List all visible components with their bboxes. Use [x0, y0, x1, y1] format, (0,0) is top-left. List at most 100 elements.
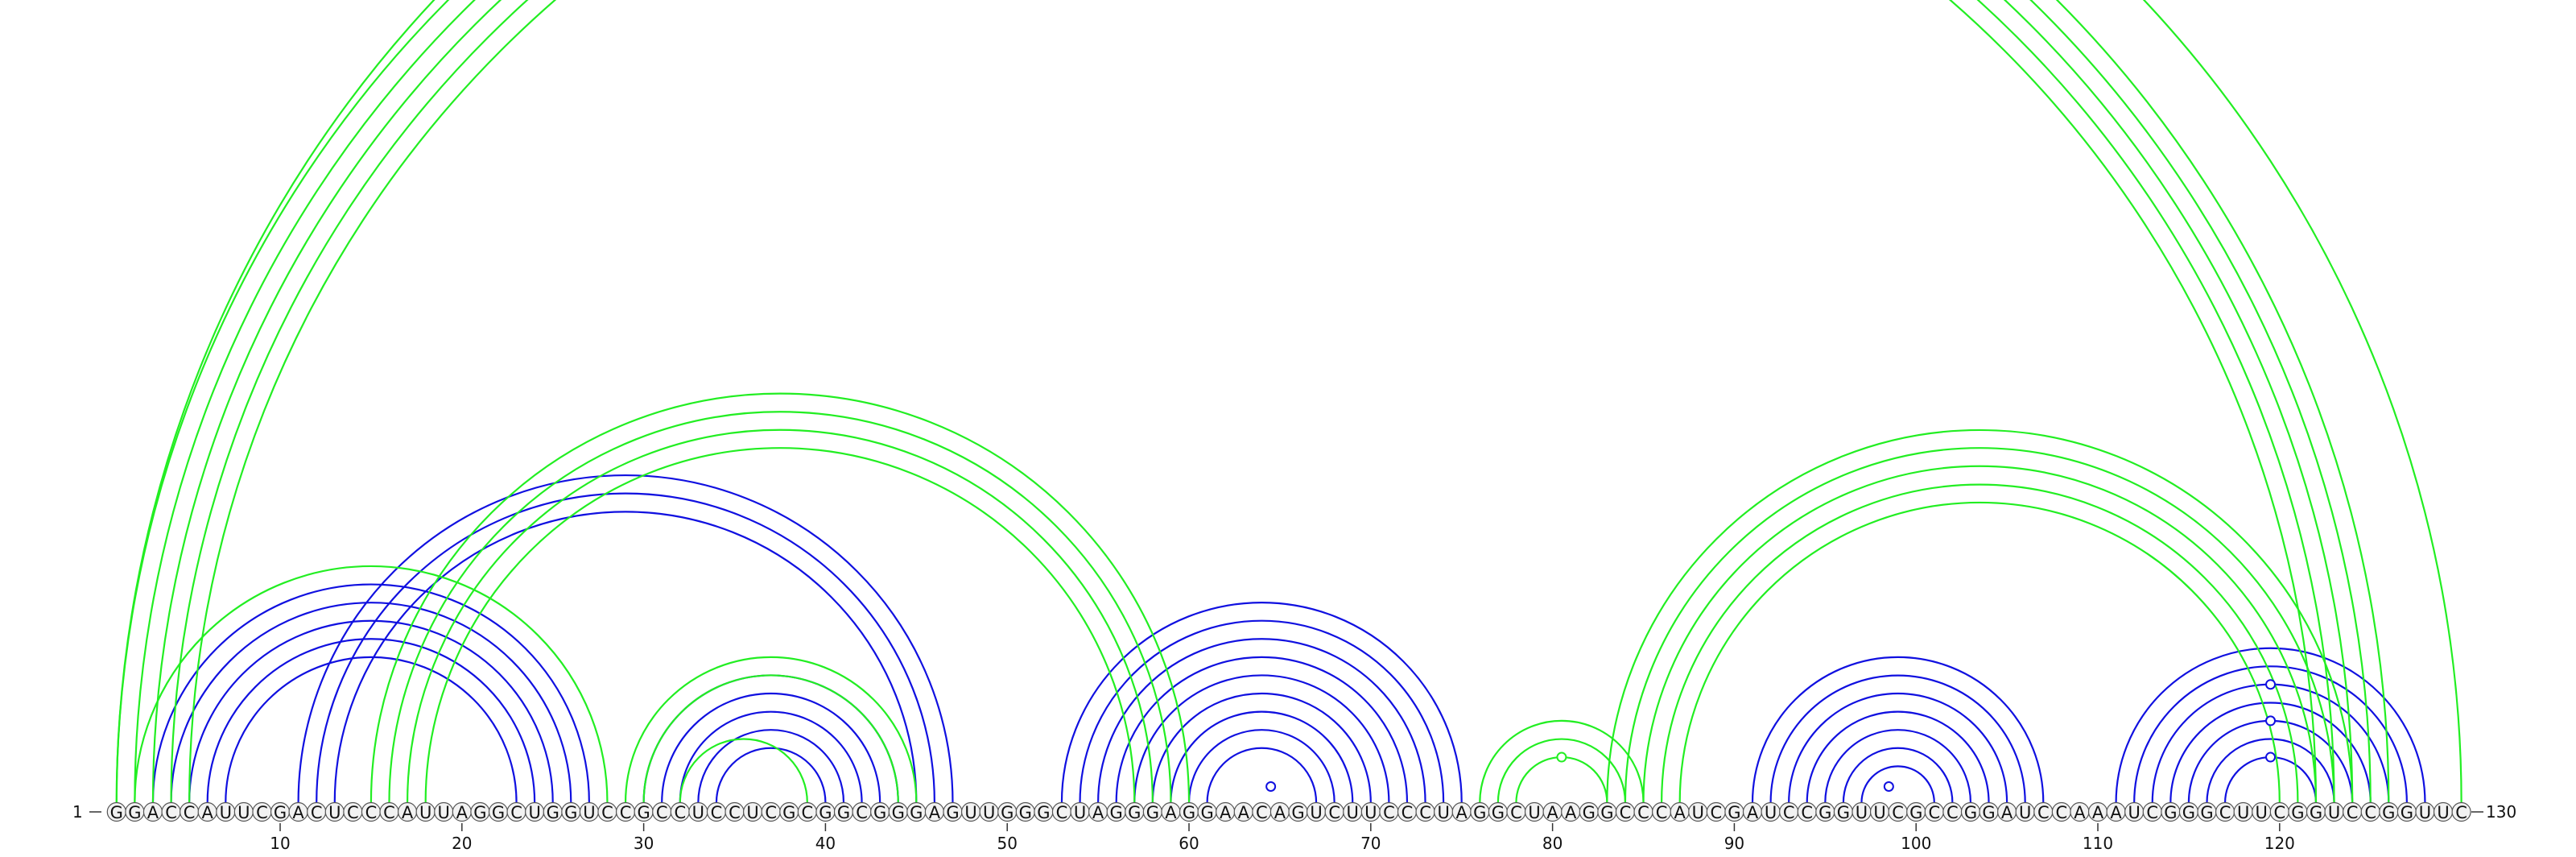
pair-arc: [1624, 447, 2335, 803]
nucleotide-letter: G: [1982, 803, 1995, 822]
nucleotide-letter: U: [1873, 803, 1885, 822]
nucleotide: A: [1451, 801, 1472, 822]
nucleotide: G: [543, 801, 563, 822]
pair-arc: [134, 565, 609, 803]
loop-marker: [1556, 751, 1567, 763]
nucleotide-letter: G: [564, 803, 577, 822]
nucleotide: C: [1633, 801, 1653, 822]
nucleotide-letter: U: [1074, 803, 1086, 822]
pair-arc: [1842, 747, 1954, 803]
nucleotide-letter: G: [1728, 803, 1740, 822]
tick-label: 20: [452, 834, 472, 853]
nucleotide-letter: C: [1637, 803, 1649, 822]
nucleotide: G: [1197, 801, 1217, 822]
pair-arc: [679, 710, 863, 803]
nucleotide: U: [216, 801, 236, 822]
nucleotide: G: [2161, 801, 2181, 822]
nucleotide-letter: C: [2146, 803, 2158, 822]
pair-arc: [2206, 738, 2335, 803]
tick-label: 80: [1542, 834, 1563, 853]
nucleotide: A: [1561, 801, 1581, 822]
nucleotide: U: [233, 801, 254, 822]
nucleotide-letter: A: [2092, 803, 2104, 822]
nucleotide: A: [1742, 801, 1763, 822]
nucleotide: A: [1161, 801, 1181, 822]
nucleotide: U: [1343, 801, 1363, 822]
nucleotide: G: [1597, 801, 1617, 822]
nucleotide-letter: G: [2382, 803, 2395, 822]
nucleotide-letter: U: [1856, 803, 1868, 822]
nucleotide-letter: G: [1128, 803, 1141, 822]
tick-label: 70: [1360, 834, 1381, 853]
nucleotide: A: [2106, 801, 2126, 822]
nucleotide: A: [1269, 801, 1290, 822]
tick-label: 110: [2083, 834, 2113, 853]
nucleotide-letter: C: [802, 803, 814, 822]
nucleotide: G: [2288, 801, 2308, 822]
nucleotide-letter: U: [964, 803, 976, 822]
nucleotide-letter: U: [1310, 803, 1322, 822]
nucleotide-letter: G: [782, 803, 795, 822]
nucleotide-letter: G: [128, 803, 141, 822]
nucleotide-letter: U: [746, 803, 758, 822]
nucleotide-letter: U: [1528, 803, 1540, 822]
nucleotide: U: [1869, 801, 1890, 822]
nucleotide: C: [1924, 801, 1944, 822]
nucleotide: C: [2142, 801, 2162, 822]
nucleotide-letter: G: [473, 803, 486, 822]
nucleotide: C: [1415, 801, 1435, 822]
nucleotide-letter: A: [1220, 803, 1232, 822]
nucleotide-letter: G: [837, 803, 850, 822]
nucleotide-letter: A: [1092, 803, 1104, 822]
nucleotide-letter: A: [2001, 803, 2013, 822]
nucleotide-circle: [2451, 801, 2471, 822]
pair-arc: [225, 656, 518, 803]
pair-arc: [406, 428, 1154, 803]
nucleotide: G: [470, 801, 490, 822]
nucleotide-letter: G: [637, 803, 650, 822]
nucleotide-letter: U: [2437, 803, 2449, 822]
nucleotide-letter: C: [347, 803, 359, 822]
tick-label: 120: [2264, 834, 2295, 853]
nucleotide-letter: U: [220, 803, 232, 822]
nucleotide: U: [1688, 801, 1708, 822]
nucleotide-letter: G: [1600, 803, 1613, 822]
nucleotide-letter: A: [1546, 803, 1558, 822]
nucleotide-letter: C: [620, 803, 632, 822]
nucleotide-letter: G: [547, 803, 559, 822]
nucleotide: C: [343, 801, 363, 822]
nucleotide: G: [1960, 801, 1981, 822]
nucleotide-letter: G: [1909, 803, 1922, 822]
nucleotide-letter: C: [256, 803, 268, 822]
pair-arc: [1206, 747, 1318, 803]
nucleotide-letter: G: [1291, 803, 1304, 822]
pair-arc: [297, 474, 954, 803]
nucleotide-letter: U: [1692, 803, 1704, 822]
nucleotide-letter: U: [438, 803, 450, 822]
nucleotide-letter: G: [1183, 803, 1195, 822]
nucleotide-letter: G: [1583, 803, 1596, 822]
nucleotide: C: [724, 801, 745, 822]
nucleotide: A: [452, 801, 472, 822]
nucleotide-letter: G: [1200, 803, 1213, 822]
nucleotide-letter: C: [1419, 803, 1431, 822]
nucleotide-letter: A: [1456, 803, 1468, 822]
nucleotide-letter: C: [2056, 803, 2068, 822]
nucleotide-letter: A: [1165, 803, 1177, 822]
nucleotide: U: [1070, 801, 1090, 822]
pair-arc: [206, 638, 536, 803]
pair-arc: [1824, 729, 1972, 803]
nucleotide: G: [888, 801, 908, 822]
nucleotide-letter: G: [2291, 803, 2304, 822]
nucleotide: C: [1324, 801, 1344, 822]
pair-arc: [316, 492, 935, 803]
nucleotide: U: [579, 801, 599, 822]
nucleotide: G: [870, 801, 890, 822]
nucleotide-letter: C: [365, 803, 378, 822]
nucleotide-letter: U: [2019, 803, 2031, 822]
nucleotide: U: [742, 801, 763, 822]
nucleotide: A: [1542, 801, 1563, 822]
nucleotide-letter: C: [2037, 803, 2050, 822]
nucleotide-letter: C: [601, 803, 613, 822]
